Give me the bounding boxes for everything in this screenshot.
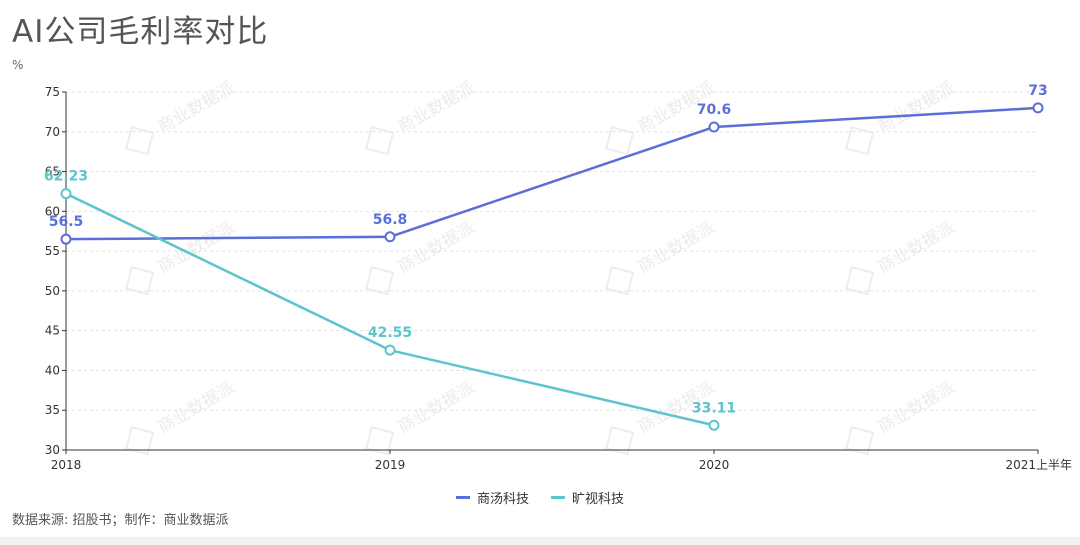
watermark: 商业数据派: [364, 78, 479, 156]
legend: 商汤科技 旷视科技: [0, 488, 1080, 507]
watermark-logo-icon: [124, 425, 155, 456]
bottom-strip: [0, 537, 1080, 545]
data-point: [60, 188, 72, 200]
watermark-text: 商业数据派: [155, 378, 239, 438]
y-axis-unit: %: [12, 58, 24, 72]
series-layer: [60, 102, 1044, 431]
watermark-logo-icon: [124, 265, 155, 296]
data-label: 62.23: [44, 169, 88, 185]
y-tick-label: 75: [45, 85, 60, 99]
watermark-logo-icon: [844, 125, 875, 156]
legend-swatch-shangtang: [455, 496, 470, 499]
data-point: [60, 233, 72, 245]
watermark: 商业数据派: [844, 378, 959, 456]
watermark-text: 商业数据派: [395, 378, 479, 438]
data-label: 56.8: [373, 212, 408, 228]
watermark-text: 商业数据派: [155, 78, 239, 138]
y-tick-label: 70: [45, 125, 60, 139]
watermark-text: 商业数据派: [875, 78, 959, 138]
y-tick-label: 45: [45, 324, 60, 338]
watermark-text: 商业数据派: [875, 218, 959, 278]
series-line-1: [65, 192, 715, 427]
data-point: [384, 231, 396, 243]
y-tick-label: 40: [45, 363, 60, 377]
data-point: [1032, 102, 1044, 114]
watermark-logo-icon: [364, 425, 395, 456]
legend-swatch-kuangshi: [551, 496, 565, 499]
data-labels: 56.5 56.8 70.6 73 62.23 42.55 33.11: [44, 83, 1048, 416]
watermark-logo-icon: [124, 125, 155, 156]
y-tick-label: 65: [45, 165, 60, 179]
data-label: 70.6: [697, 102, 732, 118]
data-point: [708, 121, 720, 133]
watermark: 商业数据派: [124, 378, 239, 456]
watermark-logo-icon: [604, 125, 635, 156]
watermark-text: 商业数据派: [395, 78, 479, 138]
watermark: 商业数据派: [604, 378, 718, 456]
watermark-text: 商业数据派: [635, 218, 719, 278]
x-tick-label: 2020: [699, 458, 730, 472]
y-tick-label: 35: [45, 403, 60, 417]
grid-lines: [66, 91, 1038, 411]
y-tick-label: 60: [45, 204, 60, 218]
data-label: 56.5: [49, 214, 84, 230]
watermark: 商业数据派: [124, 78, 239, 156]
data-label: 33.11: [692, 400, 736, 416]
watermark: 商业数据派: [844, 218, 959, 296]
data-label: 73: [1028, 83, 1047, 99]
watermark: 商业数据派: [364, 378, 479, 456]
y-tick-label: 55: [45, 244, 60, 258]
source-note: 数据来源: 招股书；制作：商业数据派: [12, 513, 229, 528]
data-point: [384, 344, 396, 356]
data-point: [708, 419, 720, 431]
watermark-logo-icon: [604, 425, 635, 456]
legend-item-shangtang[interactable]: 商汤科技: [455, 488, 529, 507]
watermark-logo-icon: [364, 265, 395, 296]
legend-label-kuangshi: 旷视科技: [572, 492, 625, 507]
x-tick-label: 2019: [375, 458, 406, 472]
watermark-logo-icon: [364, 125, 395, 156]
watermark-logo-icon: [844, 425, 875, 456]
x-tick-label: 2021上半年: [1005, 458, 1072, 472]
legend-label-shangtang: 商汤科技: [476, 492, 529, 507]
series-line-0: [65, 106, 1039, 241]
y-tick-label: 30: [45, 443, 60, 457]
watermark-logo-icon: [604, 265, 635, 296]
axes: 30 35 40 45 50 55 60 65 70 75 2018 2019 2020 2021上半年: [45, 85, 1072, 472]
watermark-text: 商业数据派: [875, 378, 959, 438]
legend-item-kuangshi[interactable]: 旷视科技: [551, 488, 624, 507]
x-tick-label: 2018: [51, 458, 82, 472]
watermark-text: 商业数据派: [155, 218, 239, 278]
y-tick-label: 50: [45, 284, 60, 298]
watermark-logo-icon: [844, 265, 875, 296]
chart-title: AI公司毛利率对比: [12, 14, 269, 50]
data-label: 42.55: [368, 325, 412, 341]
watermark: 商业数据派: [604, 218, 719, 296]
